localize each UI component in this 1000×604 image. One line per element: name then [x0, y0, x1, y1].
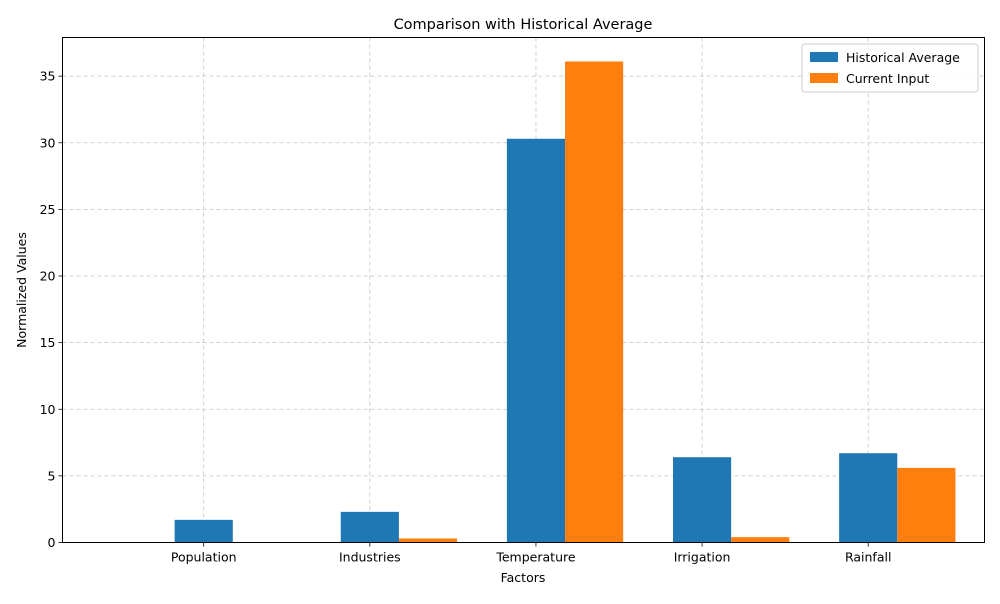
bar-historical-average — [174, 519, 233, 543]
bar-current-input — [565, 61, 624, 543]
legend-swatch — [810, 73, 838, 83]
x-tick-label: Population — [171, 550, 237, 565]
bar-current-input — [897, 467, 956, 543]
legend-label: Historical Average — [846, 50, 960, 65]
bar-historical-average — [506, 138, 566, 543]
x-tick-label: Temperature — [495, 550, 575, 565]
bar-historical-average — [340, 511, 399, 543]
x-tick-label: Industries — [339, 550, 401, 565]
legend-label: Current Input — [846, 71, 929, 86]
y-tick-label: 10 — [40, 402, 56, 417]
y-tick-label: 0 — [48, 535, 56, 550]
x-tick-label: Rainfall — [845, 550, 891, 565]
legend: Historical Average Current Input — [801, 43, 979, 93]
bar-historical-average — [839, 453, 898, 543]
x-axis-label: Factors — [501, 570, 546, 585]
y-tick-label: 35 — [40, 69, 56, 84]
bar-historical-average — [673, 457, 732, 543]
y-tick-label: 20 — [40, 269, 56, 284]
legend-box — [801, 43, 979, 93]
bars — [174, 61, 956, 543]
y-tick-label: 5 — [48, 468, 56, 483]
y-tick-label: 25 — [40, 202, 56, 217]
chart-title: Comparison with Historical Average — [394, 17, 653, 33]
x-tick-label: Irrigation — [674, 550, 731, 565]
plot-frame — [62, 37, 985, 543]
bar-current-input — [398, 538, 458, 543]
bar-current-input — [731, 537, 790, 543]
y-axis-label: Normalized Values — [14, 232, 29, 348]
legend-swatch — [810, 52, 838, 62]
y-tick-label: 15 — [40, 335, 56, 350]
y-tick-label: 30 — [40, 135, 56, 150]
axis-ticks: 0 5 10 15 20 25 30 35 Population Industries Temper… — [40, 69, 892, 565]
